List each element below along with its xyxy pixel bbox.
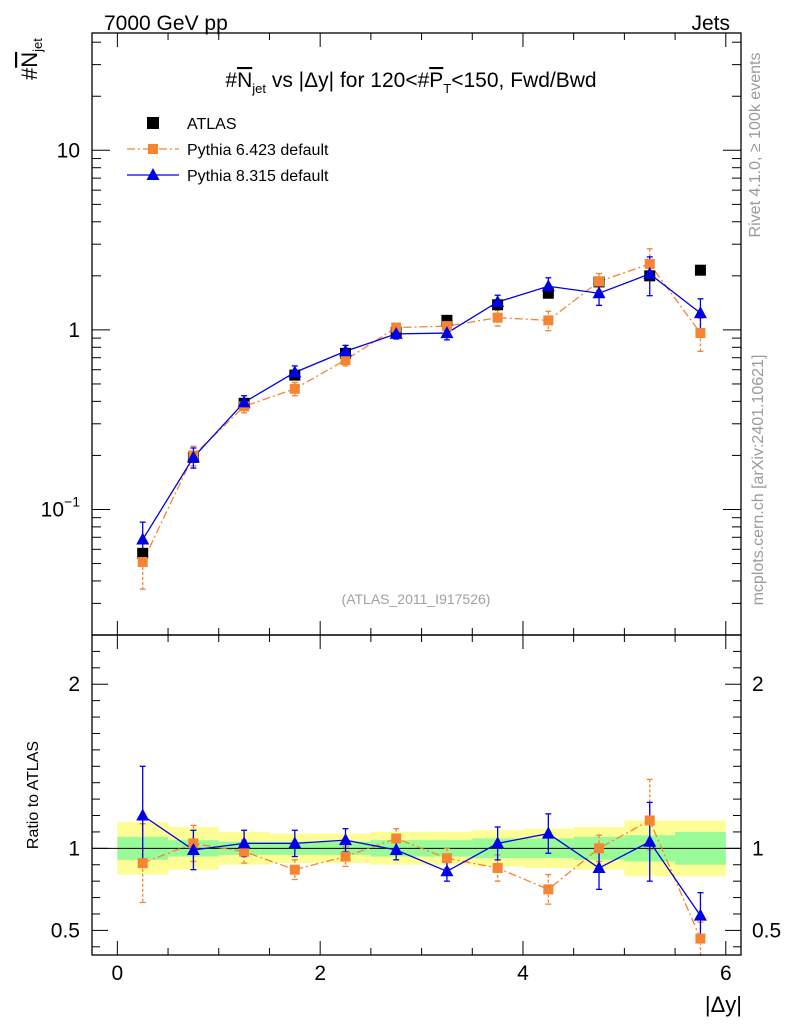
ratio-series-2-point xyxy=(339,833,353,846)
series-1-point xyxy=(695,328,706,339)
ratio-series-1-point xyxy=(695,933,706,944)
ratio-series-2-point xyxy=(237,836,251,849)
ratio-series-2-point xyxy=(491,836,505,849)
series-2-point xyxy=(643,266,657,279)
legend-label: ATLAS xyxy=(187,116,237,133)
ratio-series-2-point xyxy=(693,908,707,921)
ratio-plot-area xyxy=(136,765,707,956)
ratio-series-1-point xyxy=(391,833,402,844)
ratio-series-1-point xyxy=(644,815,655,826)
header-left-label: 7000 GeV pp xyxy=(104,12,228,35)
ratio-series-1-point xyxy=(137,858,148,869)
series-2-point xyxy=(592,286,606,299)
ratio-series-2-point xyxy=(288,836,302,849)
series-1-point xyxy=(543,315,554,326)
ratio-y-axis-label: Ratio to ATLAS xyxy=(25,741,42,849)
ratio-panel-frame xyxy=(91,634,742,956)
series-2-point xyxy=(693,306,707,319)
series-2-point xyxy=(389,326,403,339)
ratio-series-2-point xyxy=(440,864,454,877)
series-2-point xyxy=(440,326,454,339)
legend-marker xyxy=(147,117,159,129)
ratio-series-1-point xyxy=(289,864,300,875)
ratio-series-line-2 xyxy=(142,814,701,916)
series-1-point xyxy=(594,276,605,287)
main-plot-area xyxy=(136,248,707,590)
series-1-point xyxy=(289,383,300,394)
main-y-tick-label: 10 xyxy=(57,139,80,162)
series-1-point xyxy=(644,258,655,269)
ratio-series-2-point xyxy=(541,826,555,839)
series-1-point xyxy=(492,312,503,323)
ratio-series-1-point xyxy=(492,863,503,874)
series-2-point xyxy=(339,344,353,357)
ratio-series-line-1 xyxy=(142,819,702,939)
chart-title: #Njet vs |Δy| for 120<#PT<150, Fwd/Bwd xyxy=(225,69,596,96)
header-right-label: Jets xyxy=(691,12,730,35)
ratio-series-2-point xyxy=(643,834,657,847)
legend: ATLAS Pythia 6.423 default Pythia 8.315 de… xyxy=(127,116,329,185)
x-tick-label: 6 xyxy=(720,962,732,985)
ratio-series-1-point xyxy=(340,851,351,862)
main-y-axis-label: #Njet xyxy=(17,38,45,80)
series-2-point xyxy=(186,450,200,463)
ratio-series-1-point xyxy=(441,853,452,864)
x-tick-label: 0 xyxy=(112,962,124,985)
ratio-series-2-point xyxy=(136,808,150,821)
series-1-point xyxy=(340,354,351,365)
series-line-2 xyxy=(142,273,701,540)
ratio-series-1-point xyxy=(543,884,554,895)
series-2-point xyxy=(237,395,251,408)
ratio-y-tick-label-right: 1 xyxy=(752,837,764,860)
atlas-data-point xyxy=(694,264,706,276)
atlas-data-point xyxy=(137,547,149,559)
atlas-data-point xyxy=(441,314,453,326)
analysis-id-watermark: (ATLAS_2011_I917526) xyxy=(342,591,491,607)
legend-marker xyxy=(148,144,158,154)
x-tick-label: 4 xyxy=(517,962,529,985)
ratio-y-tick-label-right: 2 xyxy=(752,673,764,696)
x-tick-label: 2 xyxy=(314,962,326,985)
ratio-series-2-point xyxy=(186,842,200,855)
series-1-point xyxy=(137,556,148,567)
series-2-point xyxy=(136,532,150,545)
main-y-tick-label: 1 xyxy=(68,319,80,342)
axes-frame: 0 2 4 6 10−1 1 10 0.5 0.5 1 1 2 2 xyxy=(41,32,781,985)
series-2-point xyxy=(491,294,505,307)
ratio-series-1-point xyxy=(239,846,250,857)
atlas-data-point xyxy=(542,287,554,299)
x-axis-label: |Δy| xyxy=(705,992,742,1017)
svg-text:#Njet: #Njet xyxy=(17,38,45,80)
rivet-version-label: Rivet 4.1.0, ≥ 100k events xyxy=(747,53,764,238)
ratio-y-tick-label-left: 0.5 xyxy=(51,919,80,942)
series-2-point xyxy=(541,279,555,292)
main-y-tick-label: 10−1 xyxy=(41,493,81,521)
series-line-1 xyxy=(142,263,701,563)
mcplots-source-label: mcplots.cern.ch [arXiv:2401.10621] xyxy=(750,355,767,606)
ratio-y-tick-label-left: 1 xyxy=(68,837,80,860)
ratio-series-1-point xyxy=(594,843,605,854)
legend-marker xyxy=(146,168,160,180)
legend-label: Pythia 6.423 default xyxy=(187,142,329,159)
ratio-series-2-point xyxy=(592,861,606,874)
ratio-y-tick-label-right: 0.5 xyxy=(752,919,781,942)
ratio-series-2-point xyxy=(389,842,403,855)
ratio-y-tick-label-left: 2 xyxy=(68,673,80,696)
legend-label: Pythia 8.315 default xyxy=(187,168,329,185)
series-2-point xyxy=(288,365,302,378)
